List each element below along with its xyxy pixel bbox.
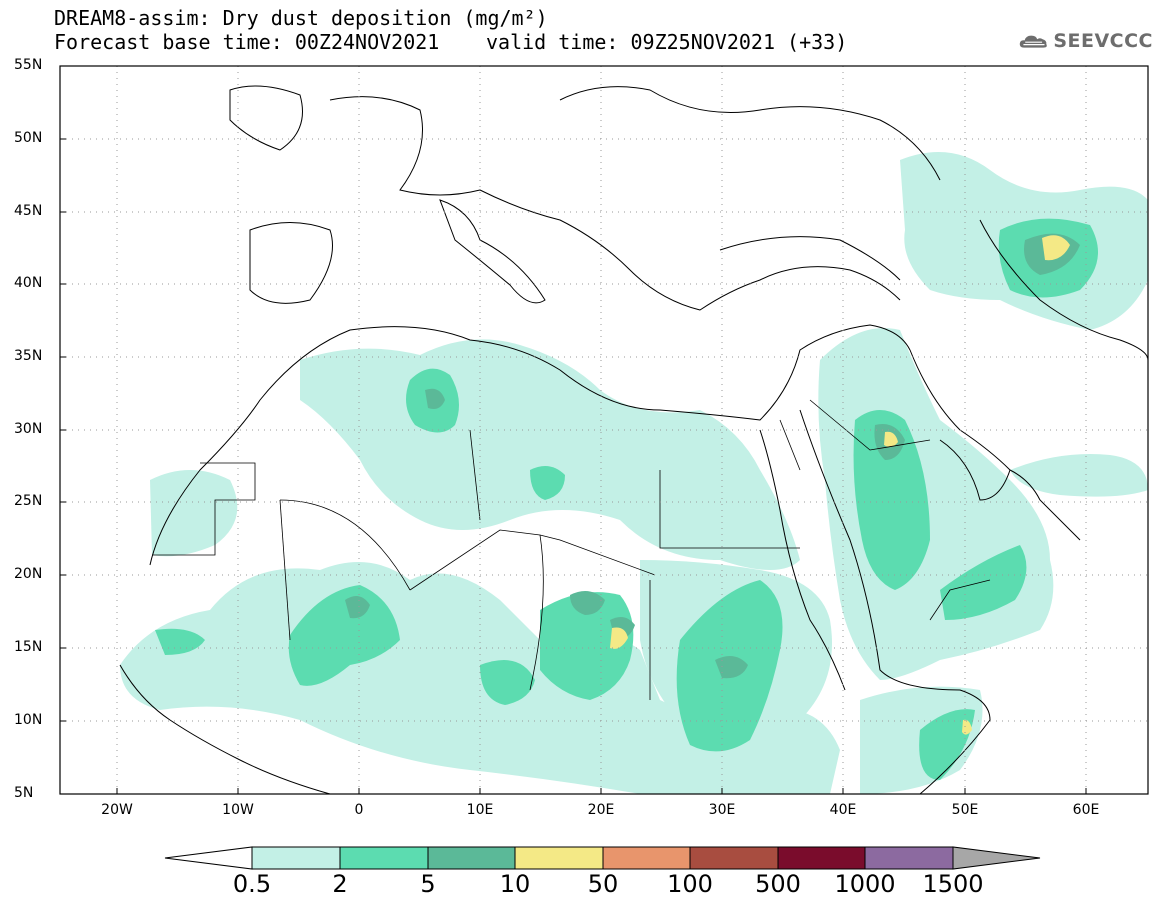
lon-label: 10E xyxy=(466,802,494,818)
axis-ticks xyxy=(60,138,1087,794)
lat-label: 20N xyxy=(14,566,43,582)
colorbar-segment xyxy=(514,846,604,870)
lon-label: 20E xyxy=(587,802,615,818)
lat-label: 5N xyxy=(14,785,34,801)
lat-label: 55N xyxy=(14,57,43,73)
colorbar-label: 100 xyxy=(667,870,713,898)
lon-label: 40E xyxy=(829,802,857,818)
seevccc-logo: SEEVCCC xyxy=(1018,24,1153,58)
colorbar-segment xyxy=(339,846,429,870)
cloud-icon xyxy=(1019,35,1047,48)
colorbar-segment xyxy=(602,846,691,870)
colorbar-label: 1500 xyxy=(922,870,984,898)
logo-text: SEEVCCC xyxy=(1053,30,1153,52)
colorbar-label: 2 xyxy=(332,870,348,898)
colorbar-label: 5 xyxy=(420,870,436,898)
coastlines xyxy=(119,85,1148,794)
colorbar-label: 10 xyxy=(499,870,531,898)
colorbar-segment xyxy=(864,846,954,870)
lon-label: 30E xyxy=(708,802,736,818)
colorbar-label: 500 xyxy=(755,870,801,898)
lon-label: 0 xyxy=(354,802,364,818)
colorbar-segment xyxy=(777,846,866,870)
graticule xyxy=(60,66,1148,794)
colorbar-high-arrow xyxy=(952,846,1041,870)
lon-label: 10W xyxy=(222,802,254,818)
country-borders xyxy=(152,399,991,700)
lon-label: 20W xyxy=(101,802,133,818)
map-title: DREAM8-assim: Dry dust deposition (mg/m²… xyxy=(54,6,548,30)
colorbar-low-arrow xyxy=(164,846,253,870)
lat-label: 50N xyxy=(14,130,43,146)
lat-label: 10N xyxy=(14,712,43,728)
forecast-base-time: Forecast base time: 00Z24NOV2021 xyxy=(54,30,440,54)
colorbar-label: 1000 xyxy=(834,870,896,898)
colorbar-segment xyxy=(251,846,341,870)
lat-label: 40N xyxy=(14,275,43,291)
colorbar-label: 0.5 xyxy=(232,870,272,898)
lat-label: 25N xyxy=(14,493,43,509)
colorbar xyxy=(164,846,1041,870)
valid-time: valid time: 09Z25NOV2021 (+33) xyxy=(486,30,848,54)
colorbar-segment xyxy=(427,846,516,870)
lat-label: 45N xyxy=(14,203,43,219)
lat-label: 15N xyxy=(14,639,43,655)
lat-label: 35N xyxy=(14,348,43,364)
lat-label: 30N xyxy=(14,421,43,437)
lon-label: 50E xyxy=(951,802,979,818)
map-plot-area xyxy=(60,66,1148,794)
lon-label: 60E xyxy=(1072,802,1100,818)
colorbar-segment xyxy=(689,846,779,870)
colorbar-label: 50 xyxy=(587,870,619,898)
